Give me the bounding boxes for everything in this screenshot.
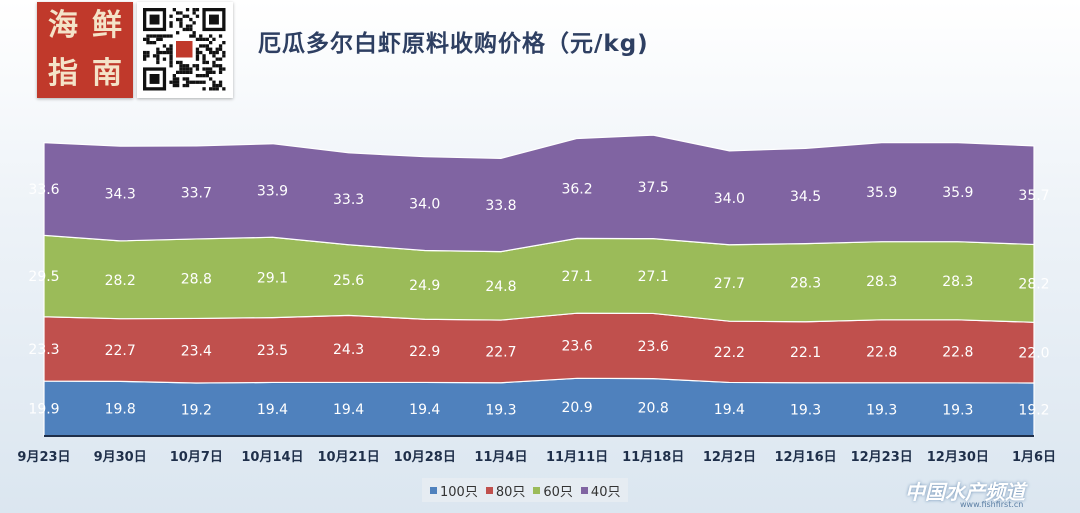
data-label: 29.5 <box>28 269 59 285</box>
data-label: 33.6 <box>28 182 59 198</box>
legend-label: 60只 <box>543 484 573 500</box>
x-tick-label: 11月4日 <box>474 450 527 465</box>
data-label: 23.4 <box>181 344 212 360</box>
x-tick-label: 11月11日 <box>546 450 608 465</box>
chart-title: 厄瓜多尔白虾原料收购价格（元/kg) <box>258 31 649 57</box>
data-label: 33.8 <box>485 198 516 214</box>
data-label: 19.3 <box>485 402 516 418</box>
data-label: 27.7 <box>714 276 745 292</box>
data-label: 19.4 <box>333 402 364 418</box>
logo-char: 海 <box>48 8 78 43</box>
x-tick-label: 10月7日 <box>170 450 223 465</box>
data-label: 20.8 <box>638 400 669 416</box>
legend-label: 80只 <box>495 484 526 500</box>
data-label: 28.3 <box>790 276 821 292</box>
legend-item: 40只 <box>580 481 621 500</box>
data-label: 34.0 <box>409 197 440 213</box>
data-label: 33.9 <box>257 183 288 199</box>
x-tick-label: 1月6日 <box>1012 450 1056 465</box>
data-label: 34.0 <box>714 191 745 207</box>
x-tick-label: 12月23日 <box>851 450 913 465</box>
data-label: 34.5 <box>790 189 821 205</box>
legend-item: 100只 <box>430 481 478 500</box>
legend-swatch <box>580 486 588 494</box>
data-label: 37.5 <box>638 180 669 196</box>
data-label: 28.8 <box>181 272 212 288</box>
data-label: 19.8 <box>105 402 136 418</box>
data-label: 19.2 <box>181 403 212 419</box>
data-label: 36.2 <box>561 181 592 197</box>
logo-char: 鲜 <box>92 8 122 43</box>
data-label: 19.4 <box>714 402 745 418</box>
data-label: 27.1 <box>638 269 669 285</box>
data-label: 28.2 <box>1018 276 1049 292</box>
data-label: 22.7 <box>105 343 136 359</box>
data-label: 19.3 <box>942 402 973 418</box>
data-label: 35.7 <box>1018 188 1049 204</box>
legend-label: 100只 <box>440 484 478 500</box>
x-tick-label: 10月28日 <box>394 450 456 465</box>
data-label: 33.7 <box>181 185 212 201</box>
brand-logo: 海 鲜 指 南 <box>37 2 133 98</box>
x-tick-label: 12月30日 <box>927 450 989 465</box>
data-label: 35.9 <box>866 185 897 201</box>
data-label: 28.3 <box>866 274 897 290</box>
data-label: 33.3 <box>333 192 364 208</box>
data-label: 23.5 <box>257 343 288 359</box>
x-tick-label: 9月30日 <box>94 450 147 465</box>
data-label: 19.3 <box>866 402 897 418</box>
data-label: 23.6 <box>638 339 669 355</box>
x-tick-label: 12月16日 <box>774 450 836 465</box>
data-label: 19.4 <box>257 402 288 418</box>
data-label: 19.4 <box>409 402 440 418</box>
data-label: 34.3 <box>105 187 136 203</box>
data-label: 25.6 <box>333 273 364 289</box>
x-tick-label: 11月18日 <box>622 450 684 465</box>
data-label: 27.1 <box>561 269 592 285</box>
qr-code <box>137 2 233 98</box>
logo-char: 南 <box>92 56 122 91</box>
data-label: 24.8 <box>485 279 516 295</box>
data-label: 23.3 <box>28 342 59 358</box>
data-label: 22.0 <box>1018 346 1049 362</box>
data-label: 28.2 <box>105 273 136 289</box>
data-label: 19.9 <box>28 402 59 418</box>
legend-swatch <box>430 486 437 494</box>
data-label: 28.3 <box>942 274 973 290</box>
legend-item: 80只 <box>485 481 526 500</box>
legend-label: 40只 <box>590 484 621 500</box>
x-tick-label: 12月2日 <box>703 450 756 465</box>
x-tick-label: 10月21日 <box>318 450 380 465</box>
x-tick-label: 10月14日 <box>241 450 303 465</box>
data-label: 29.1 <box>257 270 288 286</box>
data-label: 22.7 <box>485 344 516 360</box>
data-label: 24.3 <box>333 342 364 358</box>
data-label: 35.9 <box>942 185 973 201</box>
data-label: 19.2 <box>1018 403 1049 419</box>
watermark-url: www.fishfirst.cn <box>960 500 1024 509</box>
area-40只 <box>43 134 1035 253</box>
data-label: 22.9 <box>409 344 440 360</box>
legend-item: 60只 <box>533 481 573 500</box>
data-label: 24.9 <box>409 278 440 294</box>
legend-swatch <box>485 486 493 494</box>
data-label: 19.3 <box>790 402 821 418</box>
chart-legend: 100只 80只 60只 40只 <box>422 478 629 502</box>
data-label: 22.8 <box>942 344 973 360</box>
logo-char: 指 <box>48 56 78 91</box>
data-label: 23.6 <box>561 339 592 355</box>
x-tick-label: 9月23日 <box>17 450 70 465</box>
data-label: 22.8 <box>866 344 897 360</box>
data-label: 22.1 <box>790 345 821 361</box>
data-label: 22.2 <box>714 345 745 361</box>
watermark: 中国水产频道 <box>905 480 1025 504</box>
data-label: 20.9 <box>561 400 592 416</box>
legend-swatch <box>533 486 541 494</box>
